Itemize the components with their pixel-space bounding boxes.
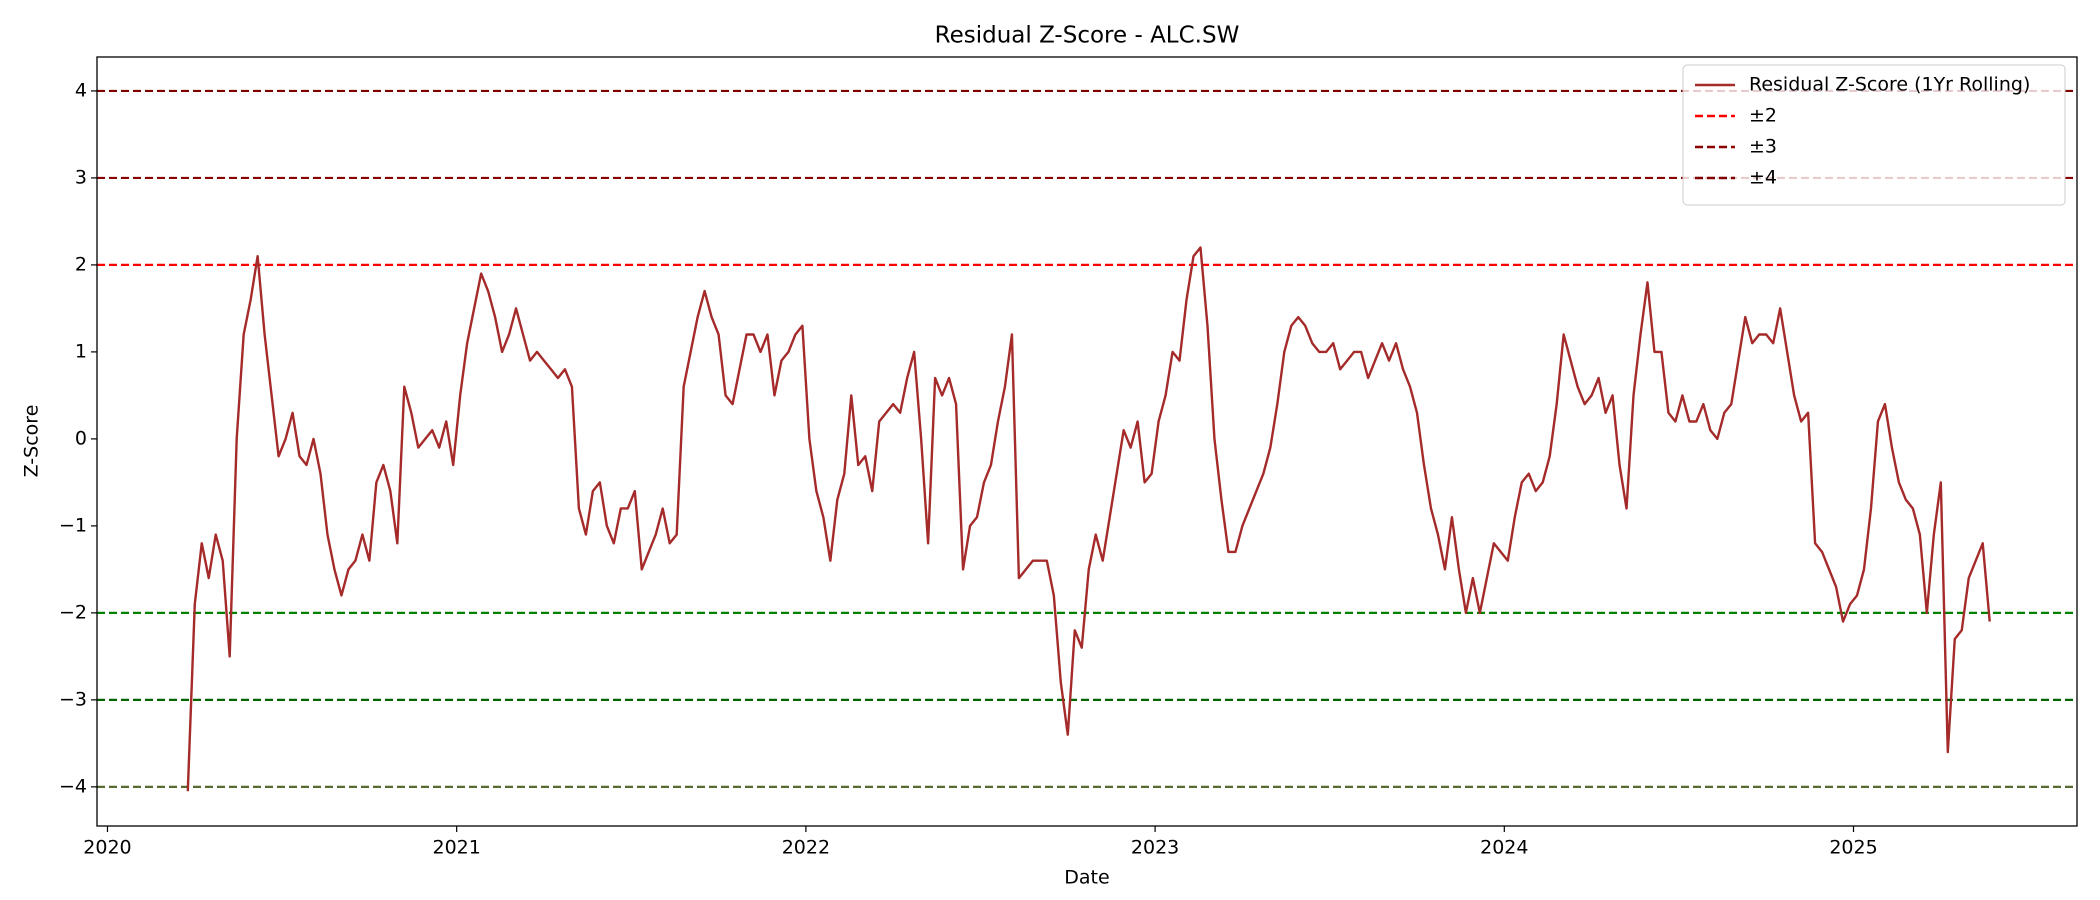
- plot-frame: [96, 56, 2078, 827]
- x-tick-label: 2025: [1829, 837, 1877, 859]
- chart-title: Residual Z-Score - ALC.SW: [935, 23, 1240, 49]
- y-tick-label: 0: [75, 427, 87, 449]
- x-tick-label: 2024: [1480, 837, 1528, 859]
- x-tick-label: 2020: [83, 837, 131, 859]
- series-line: [186, 246, 1991, 792]
- y-axis-label: Z-Score: [21, 405, 43, 478]
- x-tick-label: 2023: [1131, 837, 1179, 859]
- y-tick-label: −4: [59, 775, 87, 797]
- y-tick-label: 2: [75, 253, 87, 275]
- y-tick-label: 4: [75, 79, 87, 101]
- legend-label: ±4: [1749, 167, 1777, 189]
- x-axis-label: Date: [1064, 867, 1109, 889]
- y-tick-label: 1: [75, 340, 87, 362]
- y-tick-label: 3: [75, 166, 87, 188]
- legend-box: [1682, 64, 2066, 206]
- y-tick-label: −3: [59, 688, 87, 710]
- x-tick-label: 2021: [433, 837, 481, 859]
- y-tick-label: −1: [59, 514, 87, 536]
- y-tick-label: −2: [59, 601, 87, 623]
- legend-label: Residual Z-Score (1Yr Rolling): [1749, 74, 2030, 96]
- legend-label: ±3: [1749, 136, 1777, 158]
- x-tick-label: 2022: [782, 837, 830, 859]
- legend-label: ±2: [1749, 105, 1777, 127]
